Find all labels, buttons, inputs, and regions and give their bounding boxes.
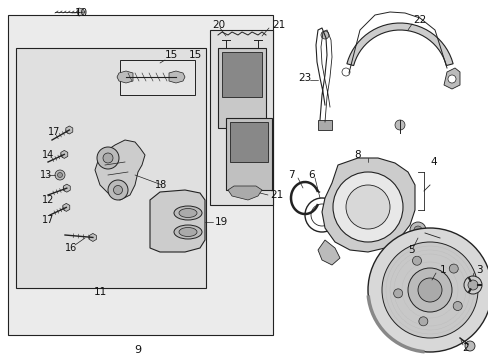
Text: 7: 7 [287,170,294,180]
Circle shape [394,120,404,130]
Circle shape [393,289,402,298]
Polygon shape [443,68,459,89]
Polygon shape [61,150,68,158]
Text: 23: 23 [297,73,311,83]
Bar [209,30,272,205]
Bar [229,122,267,162]
Text: 8: 8 [354,150,361,160]
Polygon shape [77,8,85,16]
Text: 16: 16 [65,243,77,253]
Text: 4: 4 [429,157,436,167]
Circle shape [452,302,461,310]
Polygon shape [63,203,70,211]
Bar [222,52,262,97]
Ellipse shape [174,206,202,220]
Circle shape [108,180,128,200]
Bar [120,60,195,95]
Text: 15: 15 [164,50,178,60]
Circle shape [407,268,451,312]
Ellipse shape [179,228,197,237]
Circle shape [447,75,455,83]
Polygon shape [169,71,184,83]
Text: 13: 13 [40,170,52,180]
Polygon shape [346,23,452,66]
Text: 15: 15 [188,50,201,60]
Circle shape [332,172,402,242]
Circle shape [113,185,122,194]
Polygon shape [63,184,70,192]
Text: 19: 19 [215,217,228,227]
Text: 9: 9 [134,345,141,355]
Circle shape [58,172,62,177]
Text: 1: 1 [439,265,446,275]
Circle shape [97,147,119,169]
Text: 17: 17 [42,215,54,225]
Circle shape [417,278,441,302]
Text: 21: 21 [269,190,283,200]
Bar [317,120,331,130]
Ellipse shape [174,225,202,239]
Text: 14: 14 [42,150,54,160]
Polygon shape [89,233,96,242]
Text: 22: 22 [412,15,426,25]
Circle shape [448,264,457,273]
Text: 5: 5 [407,245,414,255]
Polygon shape [95,140,145,200]
Circle shape [418,317,427,326]
Circle shape [103,153,113,163]
Text: 6: 6 [307,170,314,180]
Bar [225,118,271,190]
Polygon shape [117,71,133,83]
Circle shape [413,226,421,234]
Text: 3: 3 [475,265,482,275]
Text: 12: 12 [42,195,54,205]
Circle shape [320,31,328,39]
Polygon shape [150,190,204,252]
Circle shape [463,276,481,294]
Circle shape [464,341,474,351]
Bar [218,48,265,128]
Polygon shape [317,240,339,265]
Circle shape [341,68,349,76]
Text: 17: 17 [48,127,60,137]
Circle shape [381,242,477,338]
Bar [16,48,205,288]
Text: 21: 21 [271,20,285,30]
Circle shape [367,228,488,352]
Text: 11: 11 [93,287,106,297]
Circle shape [409,222,425,238]
Text: 18: 18 [155,180,167,190]
Polygon shape [321,158,414,252]
Circle shape [412,256,421,265]
Polygon shape [66,126,73,134]
Circle shape [467,280,477,290]
Ellipse shape [179,208,197,217]
Polygon shape [227,186,262,200]
Circle shape [55,170,65,180]
Text: 20: 20 [212,20,224,30]
Text: 10: 10 [75,8,88,18]
Text: 2: 2 [461,343,468,353]
Bar [8,15,272,335]
Circle shape [346,185,389,229]
